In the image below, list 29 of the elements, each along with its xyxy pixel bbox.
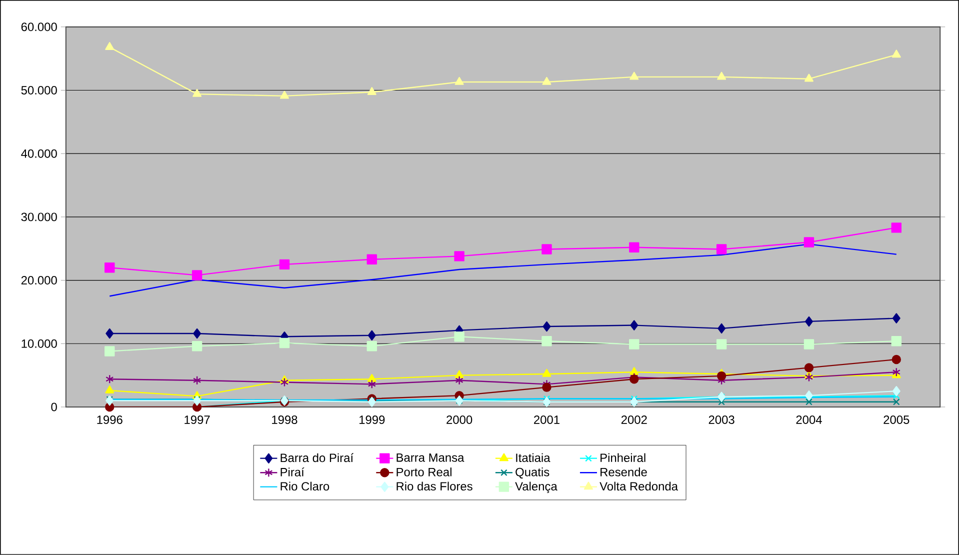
y-tick-label: 20.000 — [21, 276, 57, 285]
legend-label: Resende — [600, 468, 647, 476]
x-tick-label: 2002 — [621, 416, 647, 424]
legend-label: Valença — [515, 482, 558, 493]
x-tick-label: 2005 — [884, 416, 910, 424]
legend-label: Barra do Piraí — [280, 453, 354, 462]
x-tick-label: 1999 — [359, 416, 385, 424]
legend-label: Itatiaia — [516, 453, 550, 462]
y-tick-label: 10.000 — [22, 339, 57, 348]
y-tick-label: 50.000 — [21, 86, 57, 95]
y-tick-label: 30.000 — [21, 212, 57, 222]
y-tick-label: 60.000 — [21, 22, 57, 32]
x-tick-label: 2000 — [446, 416, 472, 424]
x-tick-label: 1998 — [272, 416, 298, 424]
legend-label: Pinheiral — [600, 453, 646, 462]
x-tick-label: 2004 — [796, 416, 822, 424]
legend-label: Barra Mansa — [396, 454, 464, 462]
legend-label: Porto Real — [396, 468, 452, 476]
x-tick-label: 1996 — [97, 416, 122, 424]
y-tick-label: 0 — [51, 402, 57, 412]
legend-label: Rio das Flores — [396, 482, 472, 491]
x-tick-label: 1997 — [184, 416, 210, 424]
legend-label: Volta Redonda — [600, 482, 678, 491]
x-tick-label: 2001 — [534, 416, 560, 424]
y-tick-label: 40.000 — [21, 149, 57, 158]
legend-label: Rio Claro — [280, 482, 330, 491]
legend-label: Piraí — [280, 468, 304, 476]
legend-label: Quatis — [516, 468, 550, 479]
x-tick-label: 2003 — [708, 416, 734, 424]
